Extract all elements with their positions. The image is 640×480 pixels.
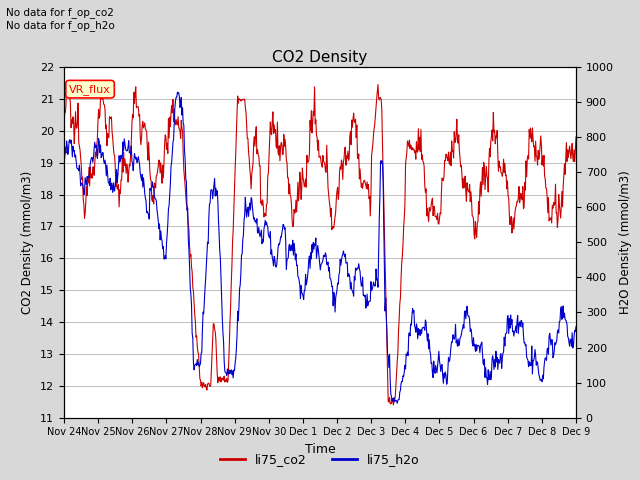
li75_co2: [63, 78, 70, 84]
li75_h2o: [450, 335, 458, 341]
li75_co2: [387, 400, 395, 406]
X-axis label: Time: Time: [305, 443, 335, 456]
li75_h2o: [60, 162, 68, 168]
li75_co2: [450, 155, 458, 161]
li75_co2: [502, 172, 510, 178]
Y-axis label: H2O Density (mmol/m3): H2O Density (mmol/m3): [620, 170, 632, 314]
li75_co2: [60, 126, 68, 132]
li75_co2: [358, 180, 366, 186]
li75_h2o: [92, 145, 99, 151]
Line: li75_h2o: li75_h2o: [64, 92, 576, 403]
li75_h2o: [502, 331, 510, 336]
Title: CO2 Density: CO2 Density: [273, 49, 367, 65]
li75_co2: [372, 112, 380, 118]
li75_h2o: [394, 400, 401, 406]
Legend: li75_co2, li75_h2o: li75_co2, li75_h2o: [215, 448, 425, 471]
li75_h2o: [387, 391, 395, 397]
li75_h2o: [358, 283, 366, 289]
li75_h2o: [173, 89, 181, 95]
li75_h2o: [372, 283, 380, 288]
li75_co2: [390, 402, 397, 408]
li75_co2: [572, 134, 580, 140]
li75_h2o: [572, 324, 580, 329]
Text: VR_flux: VR_flux: [69, 84, 111, 95]
Y-axis label: CO2 Density (mmol/m3): CO2 Density (mmol/m3): [22, 171, 35, 314]
Text: No data for f_op_co2
No data for f_op_h2o: No data for f_op_co2 No data for f_op_h2…: [6, 7, 115, 31]
li75_co2: [92, 153, 100, 159]
Line: li75_co2: li75_co2: [64, 81, 576, 405]
